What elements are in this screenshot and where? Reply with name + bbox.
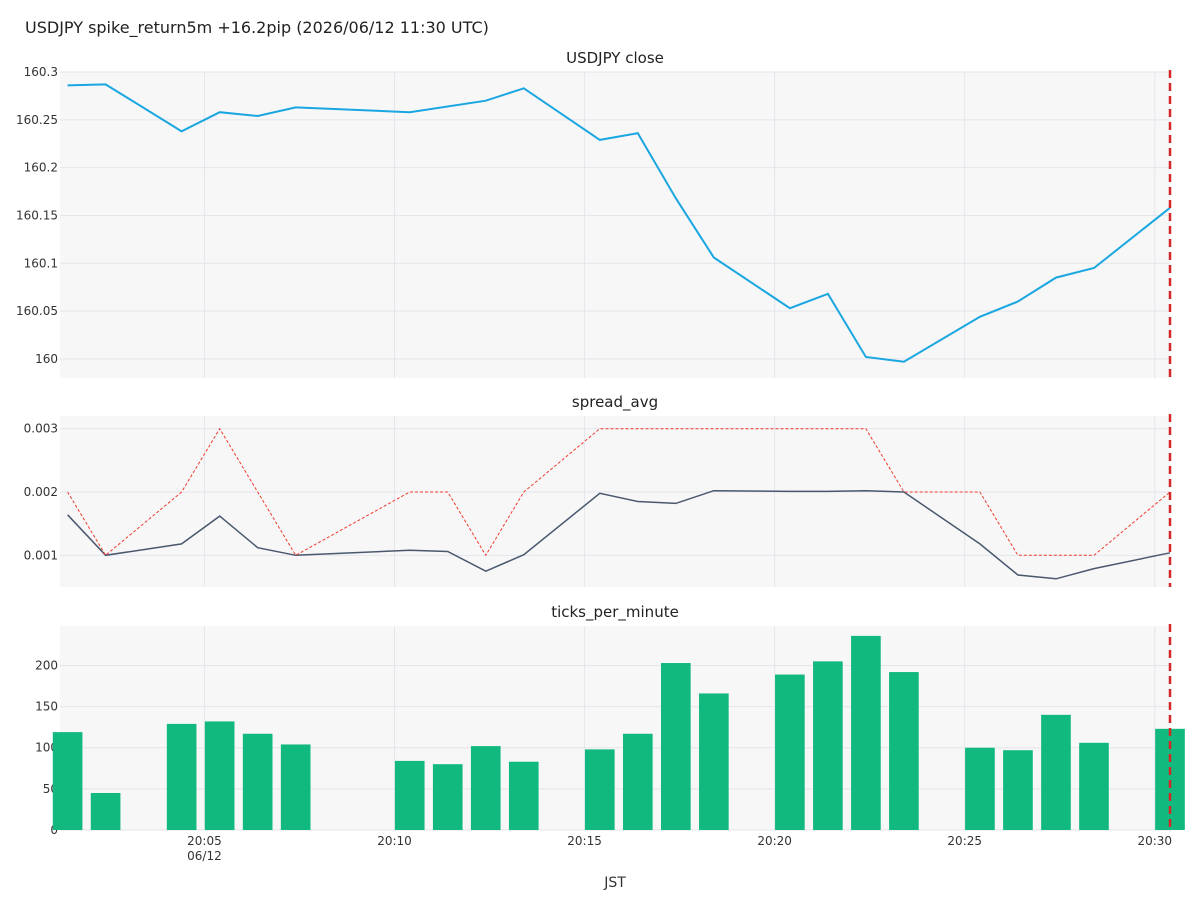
panel-1: 0.001 0.002 0.003 spread_avg	[24, 393, 1172, 587]
bar	[280, 744, 311, 830]
bar	[775, 674, 805, 830]
x-tick-label: 20:25	[947, 834, 982, 848]
spread-avg-line	[67, 489, 1171, 580]
panel-title: spread_avg	[572, 393, 658, 412]
y-tick-label: 0.001	[24, 548, 58, 562]
y-tick-label: 160.25	[16, 113, 58, 127]
y-tick-label: 200	[35, 658, 58, 672]
bar	[851, 635, 881, 830]
y-tick-label: 100	[35, 741, 58, 755]
panel-2: 050100150200ticks_per_minute	[35, 603, 1185, 837]
close-line	[67, 83, 1171, 363]
y-tick-label: 160.05	[16, 304, 58, 318]
page-title: USDJPY spike_return5m +16.2pip (2026/06/…	[25, 18, 489, 37]
bar	[965, 747, 995, 830]
panel-0: 160 160.05 160.1 160.15 160.2 160.25 160.3 USDJ…	[16, 49, 1172, 378]
x-axis-title: JST	[603, 875, 626, 891]
plot-background	[60, 72, 1170, 378]
panel-title: USDJPY close	[566, 49, 664, 67]
y-tick-label: 150	[35, 700, 58, 714]
x-tick-label: 20:30	[1137, 834, 1172, 848]
plot-background	[60, 416, 1170, 587]
bar	[508, 761, 539, 830]
y-tick-label: 160.15	[16, 208, 58, 222]
y-tick-label: 160.3	[24, 65, 58, 79]
x-tick-label: 20:20	[757, 834, 792, 848]
bar	[204, 721, 235, 830]
bar	[470, 746, 501, 830]
bar	[242, 733, 273, 830]
x-tick-label: 20:10	[377, 834, 412, 848]
bar	[52, 732, 83, 830]
bar	[1003, 750, 1033, 830]
bar	[584, 749, 615, 830]
y-tick-label: 160.2	[24, 161, 58, 175]
bar	[432, 764, 463, 830]
y-tick-label: 160.1	[24, 256, 58, 270]
bar	[660, 663, 691, 830]
bar	[1079, 742, 1109, 830]
y-tick-label: 0.002	[24, 485, 58, 499]
y-tick-label: 160	[35, 352, 58, 366]
x-date-label: 06/12	[187, 849, 222, 863]
bar	[1041, 714, 1071, 830]
spread-max-line	[67, 427, 1171, 557]
bar	[889, 672, 919, 830]
bar	[622, 733, 653, 830]
bar	[394, 760, 425, 830]
x-tick-label: 20:15	[567, 834, 602, 848]
x-tick-label: 20:05	[187, 834, 222, 848]
bar	[90, 792, 121, 830]
bar	[166, 723, 197, 830]
panel-title: ticks_per_minute	[551, 603, 679, 622]
y-tick-label: 0.003	[24, 422, 58, 436]
bar	[699, 693, 729, 830]
bar	[813, 661, 843, 830]
